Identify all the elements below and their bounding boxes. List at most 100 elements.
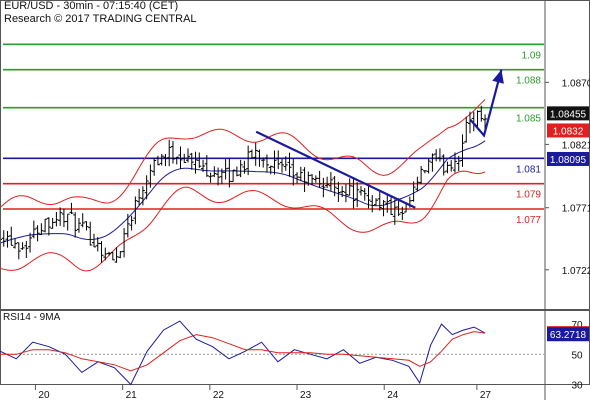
candle (264, 154, 269, 173)
candlesticks (0, 105, 488, 263)
candle (419, 166, 424, 184)
rsi-tag-label: 63.2718 (550, 330, 587, 341)
candle (392, 199, 397, 225)
candle (39, 223, 44, 236)
candle (227, 158, 232, 188)
candle (385, 194, 390, 213)
candle (197, 152, 202, 168)
projection-path (470, 69, 503, 138)
candle (287, 152, 292, 177)
bollinger-upper-band (0, 99, 486, 208)
level-label: 1.077 (516, 215, 541, 226)
candle (306, 171, 311, 186)
candle (396, 198, 401, 216)
candle (426, 158, 431, 174)
candle (483, 114, 488, 129)
candle (456, 155, 461, 171)
candle (31, 220, 36, 239)
candle (238, 159, 243, 178)
candle (178, 146, 183, 169)
candle (464, 116, 469, 143)
candle (65, 213, 70, 231)
candle (103, 247, 108, 261)
x-tick-label: 21 (126, 390, 138, 400)
candle (1, 230, 6, 247)
candle (13, 238, 18, 249)
candle (437, 148, 442, 162)
candle (193, 151, 198, 174)
level-lines: 1.09 1.088 1.085 1.081 1.079 1.077 (3, 43, 544, 226)
candle (204, 154, 209, 177)
price-tag-label: 1.08455 (550, 109, 587, 120)
bollinger-lower-band (0, 170, 486, 272)
rsi-panel-frame (0, 310, 590, 385)
candle (170, 140, 175, 164)
candle (155, 155, 160, 166)
candle (313, 175, 318, 183)
candle (355, 182, 360, 208)
price-tag: 1.08095 (547, 151, 589, 166)
candle (253, 142, 258, 166)
candle (110, 252, 115, 261)
x-tick-label: 24 (387, 390, 399, 400)
candle (374, 198, 379, 206)
candle (148, 164, 153, 188)
candle (92, 233, 97, 248)
candle (163, 154, 168, 167)
candle (310, 174, 315, 185)
candle (140, 186, 145, 206)
candle (351, 176, 356, 209)
candle (159, 154, 164, 166)
rsi-tick-label: 30 (571, 380, 583, 391)
candle (257, 149, 262, 167)
candle (242, 160, 247, 174)
candle (358, 186, 363, 196)
candle (460, 134, 465, 167)
candle (50, 217, 55, 229)
candle (133, 196, 138, 225)
candle (377, 190, 382, 211)
candle (246, 145, 251, 176)
candle (366, 186, 371, 209)
rsi-ma-line (0, 331, 486, 372)
candle (276, 150, 281, 170)
candle (43, 218, 48, 233)
rsi-tag: 63.2718 (547, 327, 589, 342)
x-tick-label: 22 (213, 390, 225, 400)
bollinger-bands (0, 99, 486, 272)
candle (317, 170, 322, 188)
analysis-overlay (255, 69, 504, 209)
candle (332, 175, 337, 197)
x-tick-label: 23 (300, 390, 312, 400)
candle (95, 236, 100, 252)
candle (125, 213, 130, 238)
candle (144, 175, 149, 200)
candle (129, 215, 134, 231)
candle (73, 212, 78, 238)
price-tag-bg (547, 151, 589, 166)
candle (182, 153, 187, 163)
candle (88, 221, 93, 246)
level-label: 1.09 (522, 50, 542, 61)
y-tick-label: 1.0821 (562, 140, 590, 151)
chart-subtitle: Research © 2017 TRADING CENTRAL (4, 13, 197, 25)
candle (445, 161, 450, 174)
level-label: 1.085 (516, 114, 541, 125)
candle (261, 157, 266, 168)
candle (28, 232, 33, 253)
level-label: 1.079 (516, 190, 541, 201)
candle (298, 166, 303, 182)
candle (370, 195, 375, 213)
candle (46, 217, 51, 236)
candle (343, 184, 348, 203)
rsi-line (0, 320, 486, 386)
moving-average-line (0, 140, 486, 244)
x-tick-label: 20 (38, 390, 50, 400)
candle (201, 159, 206, 172)
candle (295, 172, 300, 184)
candle (80, 213, 85, 228)
candle (58, 207, 63, 226)
candle (107, 251, 112, 256)
